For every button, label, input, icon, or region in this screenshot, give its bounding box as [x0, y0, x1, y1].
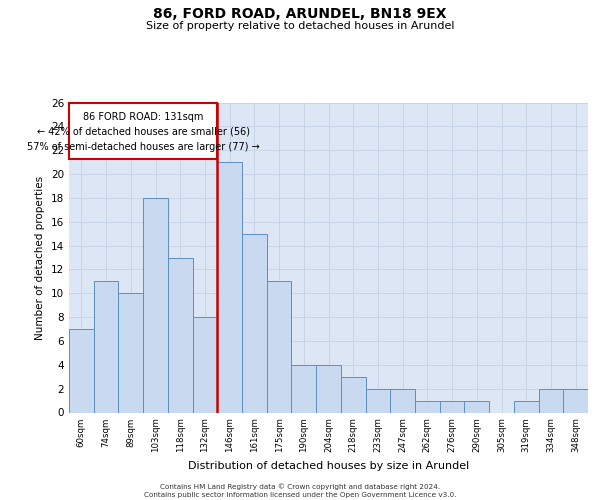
Text: 57% of semi-detached houses are larger (77) →: 57% of semi-detached houses are larger (…	[27, 142, 260, 152]
Bar	[292, 365, 316, 412]
Text: Size of property relative to detached houses in Arundel: Size of property relative to detached ho…	[146, 21, 454, 31]
Bar	[464, 400, 489, 412]
Bar	[563, 388, 588, 412]
Bar	[415, 400, 440, 412]
Bar	[70, 102, 217, 158]
Bar	[514, 400, 539, 412]
Text: 86, FORD ROAD, ARUNDEL, BN18 9EX: 86, FORD ROAD, ARUNDEL, BN18 9EX	[153, 8, 447, 22]
Bar	[390, 388, 415, 412]
Bar	[94, 282, 118, 412]
Bar	[69, 329, 94, 412]
Bar	[341, 376, 365, 412]
Bar	[168, 258, 193, 412]
Bar	[440, 400, 464, 412]
Bar	[193, 317, 217, 412]
Bar	[267, 282, 292, 412]
Bar	[118, 294, 143, 412]
Bar	[242, 234, 267, 412]
Bar	[143, 198, 168, 412]
Bar	[539, 388, 563, 412]
X-axis label: Distribution of detached houses by size in Arundel: Distribution of detached houses by size …	[188, 460, 469, 470]
Bar	[316, 365, 341, 412]
Bar	[365, 388, 390, 412]
Y-axis label: Number of detached properties: Number of detached properties	[35, 176, 46, 340]
Text: 86 FORD ROAD: 131sqm: 86 FORD ROAD: 131sqm	[83, 112, 203, 122]
Text: Contains HM Land Registry data © Crown copyright and database right 2024.
Contai: Contains HM Land Registry data © Crown c…	[144, 484, 456, 498]
Bar	[217, 162, 242, 412]
Text: ← 42% of detached houses are smaller (56): ← 42% of detached houses are smaller (56…	[37, 126, 250, 136]
